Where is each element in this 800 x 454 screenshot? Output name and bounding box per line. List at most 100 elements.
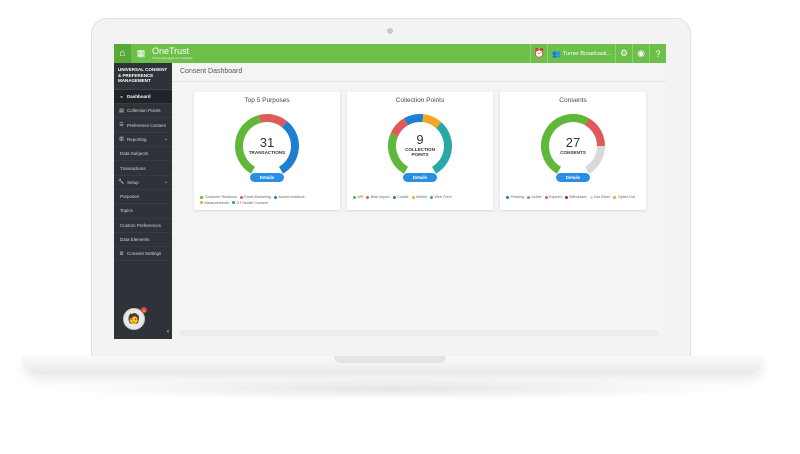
legend-item[interactable]: Bulk Import xyxy=(366,195,390,201)
donut-segment-email-marketing[interactable] xyxy=(258,114,288,128)
top-bar-right: ⏰ 👥 Turner Broadcasti... ⚙ ◉ ? xyxy=(530,44,666,63)
legend-item[interactable]: Cookie xyxy=(392,195,409,201)
card-consents: Consents 27 CONSENTS Details Pending Acti… xyxy=(500,92,646,210)
home-icon[interactable]: ⌂ xyxy=(114,44,131,63)
legend-item[interactable]: Active xyxy=(527,195,542,201)
card-title: Consents xyxy=(559,97,587,104)
legend-label: Web Form xyxy=(434,195,452,199)
legend-item[interactable]: Pending xyxy=(506,195,524,201)
donut-segment-api[interactable] xyxy=(388,132,409,174)
legend-label: API xyxy=(357,195,364,199)
legend-item[interactable]: Web Form xyxy=(429,195,452,201)
gear-icon[interactable]: ⚙ xyxy=(615,44,632,63)
legend-dot-icon xyxy=(392,195,396,199)
legend-item[interactable]: Not Given xyxy=(589,195,610,201)
legend-label: Mobile xyxy=(416,195,427,199)
chevron-down-icon: ⌄ xyxy=(163,136,168,143)
legend-item[interactable]: Withdrawn xyxy=(564,195,587,201)
donut-segment-not-given[interactable] xyxy=(584,145,605,174)
horizontal-scrollbar[interactable] xyxy=(179,330,659,336)
collapse-sidebar-icon[interactable]: ‹ xyxy=(167,329,169,335)
donut-segment-active[interactable] xyxy=(541,114,589,174)
legend-item[interactable]: Expired xyxy=(544,195,562,201)
app-tagline: Privacy Management Software xyxy=(152,56,193,60)
legend-dot-icon xyxy=(231,201,235,205)
app-grid-icon[interactable]: ▦ xyxy=(136,48,146,58)
legend-item[interactable]: API xyxy=(353,195,363,201)
sidebar-item-data-subjects[interactable]: Data Subjects xyxy=(114,147,172,162)
legend-item[interactable]: Email Marketing xyxy=(239,195,271,201)
sidebar-item-transactions[interactable]: Transactions xyxy=(114,161,172,176)
help-icon[interactable]: ? xyxy=(649,44,666,63)
legend-dot-icon xyxy=(564,195,568,199)
details-button[interactable]: Details xyxy=(403,173,437,182)
sidebar-item-collection-points[interactable]: ▤ Collection Points xyxy=(114,104,172,119)
app-logo[interactable]: OneTrust xyxy=(152,46,190,56)
users-icon: 👥 xyxy=(552,50,561,58)
sidebar-item-label: Data Subjects xyxy=(120,151,149,157)
legend-dot-icon xyxy=(239,195,243,199)
legend-label: Alumni relations xyxy=(278,195,305,199)
legend-item[interactable]: OT Mobile Consent xyxy=(231,200,269,207)
donut-segment-web-form[interactable] xyxy=(431,122,452,174)
sidebar-item-consent-settings[interactable]: ⚙ Consent Settings xyxy=(114,247,172,262)
sidebar-item-preference-centers[interactable]: ☰ Preference Centers xyxy=(114,118,172,133)
sidebar-item-setup[interactable]: 🔧 Setup ⌄ xyxy=(114,176,172,190)
legend: Customer Relations Email Marketing Alumni … xyxy=(200,195,336,206)
donut-segment-alumni-relations[interactable] xyxy=(278,121,299,174)
org-switcher[interactable]: 👥 Turner Broadcasti... xyxy=(547,44,615,63)
collection-icon: ▤ xyxy=(119,107,124,114)
legend-dot-icon xyxy=(429,195,433,199)
donut-segment-customer-relations[interactable] xyxy=(235,115,262,174)
card-title: Collection Points xyxy=(395,97,445,104)
legend-dot-icon xyxy=(589,195,593,199)
sidebar-item-custom-preferences[interactable]: Custom Preferences xyxy=(114,219,172,233)
alarm-icon[interactable]: ⏰ xyxy=(530,44,547,63)
user-icon[interactable]: ◉ xyxy=(632,44,649,63)
legend-dot-icon xyxy=(273,195,277,199)
sidebar-item-purposes[interactable]: Purposes xyxy=(114,190,172,205)
donut-chart xyxy=(388,114,452,174)
donut-segment-cookie[interactable] xyxy=(404,114,424,126)
org-name: Turner Broadcasti... xyxy=(562,50,611,57)
details-button[interactable]: Details xyxy=(556,173,590,182)
avatar[interactable]: 🧑 xyxy=(123,308,145,330)
legend-dot-icon xyxy=(544,195,548,199)
center-count: 9 xyxy=(416,132,424,147)
donut-chart xyxy=(541,114,605,174)
sidebar-item-label: Reporting xyxy=(127,136,147,142)
legend-label: Cookie xyxy=(397,195,409,199)
notification-badge: 1 xyxy=(141,307,147,313)
legend-dot-icon xyxy=(366,195,370,199)
center-count: 27 xyxy=(565,135,581,150)
wrench-icon: 🔧 xyxy=(118,179,125,186)
preferences-icon: ☰ xyxy=(119,122,124,129)
reporting-icon: ▥ xyxy=(119,136,124,143)
legend: API Bulk Import Cookie Mobile Web Form xyxy=(353,195,489,201)
donut-segment-bulk-import[interactable] xyxy=(390,118,409,137)
details-button[interactable]: Details xyxy=(250,173,284,182)
sidebar-item-label: Transactions xyxy=(120,165,146,171)
sidebar-item-reporting[interactable]: ▥ Reporting ⌄ xyxy=(114,133,172,148)
legend-item[interactable]: Alumni relations xyxy=(273,195,305,201)
sidebar-item-data-elements[interactable]: Data Elements xyxy=(114,233,172,248)
legend-label: OT Mobile Consent xyxy=(236,200,269,205)
legend-label: Opted Out xyxy=(617,195,635,199)
donut-segment-expired[interactable] xyxy=(584,118,605,147)
legend-item[interactable]: Mobile xyxy=(411,195,427,201)
legend-item[interactable]: Opted Out xyxy=(613,195,635,201)
center-label: CONSENTS xyxy=(560,150,586,155)
legend-item[interactable]: Customer Relations xyxy=(200,195,237,201)
card-title: Top 5 Purposes xyxy=(244,97,290,104)
card-collection-points: Collection Points 9 COLLECTION POINTS De… xyxy=(347,92,493,210)
legend-item[interactable]: Measurements xyxy=(200,201,229,207)
sidebar-item-label: Collection Points xyxy=(127,108,161,114)
legend-dot-icon xyxy=(411,195,415,199)
sidebar-item-topics[interactable]: Topics xyxy=(114,204,172,219)
sidebar-item-label: Data Elements xyxy=(120,236,150,242)
legend-dot-icon xyxy=(200,195,203,199)
legend-label: Pending xyxy=(510,195,525,199)
laptop-notch xyxy=(334,356,446,363)
sidebar-item-dashboard[interactable]: ◒ Dashboard xyxy=(114,89,172,105)
donut-segment-mobile[interactable] xyxy=(422,114,442,129)
